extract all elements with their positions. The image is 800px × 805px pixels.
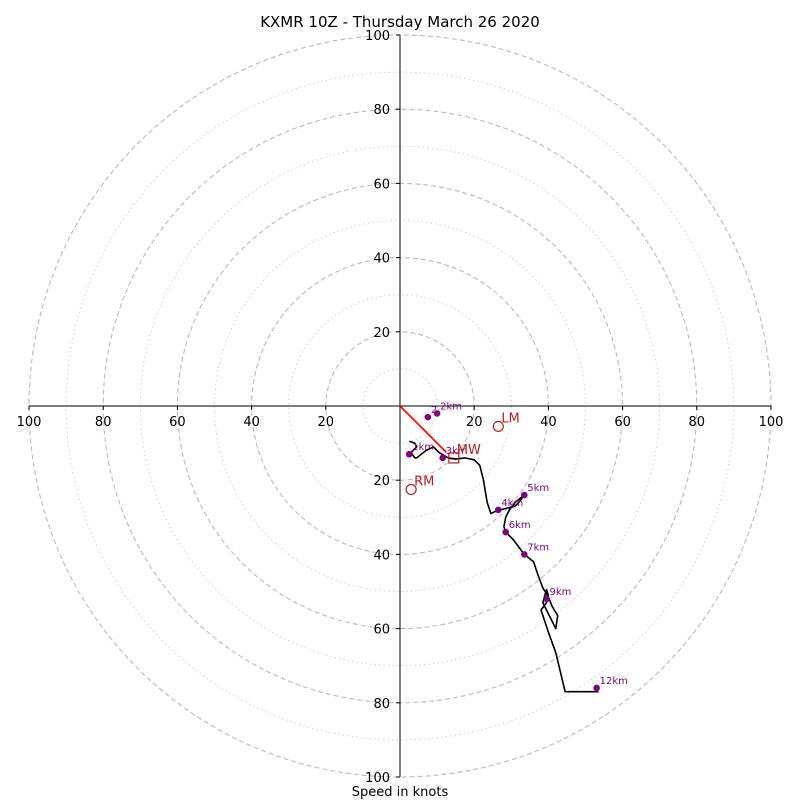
- x-tick-label: 80: [95, 415, 112, 430]
- y-tick-label: 100: [365, 771, 390, 786]
- height-label-5km: 5km: [527, 483, 549, 494]
- height-label-3km: 3km: [446, 446, 468, 457]
- storm-label-RM: RM: [414, 474, 434, 489]
- height-label-2: 2: [431, 405, 437, 416]
- x-tick-label: 20: [318, 415, 335, 430]
- height-label-1km: 1km: [412, 442, 434, 453]
- height-marker-2: [424, 413, 432, 421]
- height-marker-3km: [439, 454, 446, 462]
- wind-trace-line: [409, 440, 599, 693]
- storm-marker-RM: [405, 483, 417, 496]
- height-label-12km: 12km: [600, 676, 628, 687]
- x-tick-label: 40: [540, 415, 557, 430]
- storm-label-LM: LM: [501, 411, 519, 426]
- y-tick-label: 60: [373, 623, 390, 638]
- height-label-4km: 4km: [501, 498, 523, 509]
- y-tick-label: 40: [373, 548, 390, 563]
- x-tick-label: 60: [614, 415, 631, 430]
- y-tick-label: 80: [373, 697, 390, 712]
- height-label-6km: 6km: [509, 520, 531, 531]
- tick-labels: 100 80 60 40 20 20 40 60 80 100 100 80 60 40 20 20 40 60 8…: [17, 29, 784, 786]
- x-tick-label: 40: [243, 415, 260, 430]
- x-tick-label: 60: [169, 415, 186, 430]
- height-marker-4km: [495, 506, 502, 514]
- x-axis-label: Speed in knots: [352, 785, 449, 800]
- y-tick-label: 20: [373, 474, 390, 489]
- height-label-7km: 7km: [527, 542, 549, 553]
- height-marker-2km: [433, 410, 441, 417]
- wind-trace: [409, 440, 599, 693]
- x-tick-label: 80: [689, 415, 706, 430]
- height-markers: 1km 2km 3km 4km 5km 6km 7km 9km 12km 2: [405, 401, 628, 692]
- chart-title: KXMR 10Z - Thursday March 26 2020: [260, 13, 540, 31]
- shear-vector-line: [399, 405, 447, 453]
- y-tick-label: 40: [373, 252, 390, 267]
- height-marker-5km: [520, 491, 528, 499]
- height-marker-6km: [502, 528, 510, 536]
- height-marker-1km: [405, 450, 413, 458]
- y-tick-label: 20: [373, 326, 390, 341]
- storm-motion-markers: LM MW RM: [405, 411, 520, 496]
- height-label-9km: 9km: [550, 587, 572, 598]
- x-tick-label: 20: [466, 415, 483, 430]
- x-tick-label: 100: [759, 415, 784, 430]
- y-tick-label: 100: [365, 29, 390, 44]
- y-tick-label: 60: [373, 177, 390, 192]
- height-marker-12km: [593, 684, 600, 692]
- x-tick-label: 100: [17, 415, 42, 430]
- height-label-2km: 2km: [440, 401, 462, 412]
- shear-vector: [399, 405, 447, 453]
- storm-marker-LM: [492, 420, 504, 433]
- height-marker-9km: [543, 595, 550, 603]
- storm-label-MW: MW: [457, 443, 481, 458]
- storm-marker-MW: [448, 452, 460, 464]
- height-marker-7km: [520, 551, 528, 558]
- y-tick-label: 80: [373, 103, 390, 118]
